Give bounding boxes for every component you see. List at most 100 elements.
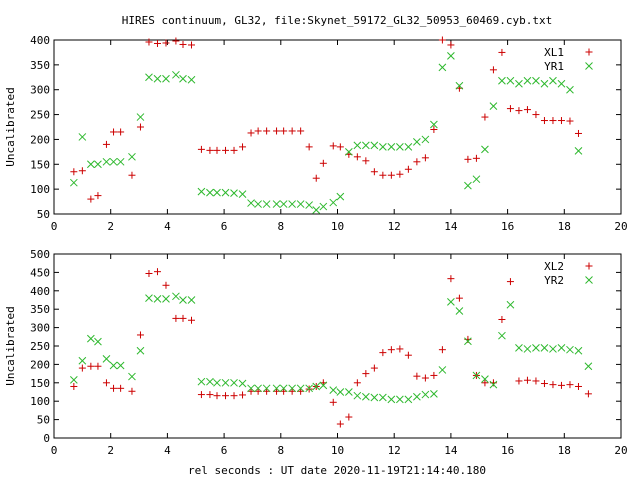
x-tick-label: 14: [444, 444, 458, 457]
data-point: [557, 117, 565, 125]
data-point: [69, 376, 78, 384]
data-point: [404, 395, 413, 404]
data-point-d2: [421, 390, 430, 399]
data-point-d2: [319, 381, 328, 390]
data-point-d2: [279, 200, 288, 208]
data-point: [489, 380, 498, 389]
data-point: [540, 380, 548, 388]
x-tick-label: 18: [558, 444, 571, 457]
data-point: [262, 384, 271, 393]
x-tick-label: 20: [614, 220, 627, 233]
data-point: [421, 390, 430, 399]
y-tick-label: 250: [30, 340, 50, 353]
data-point: [481, 113, 489, 121]
data-point: [70, 382, 78, 390]
data-point: [179, 296, 187, 304]
data-point: [353, 391, 362, 400]
data-point: [109, 361, 118, 370]
data-point: [498, 316, 506, 324]
data-point: [87, 160, 95, 169]
data-point: [288, 384, 296, 393]
data-point: [312, 174, 320, 182]
data-point-d2: [540, 79, 549, 88]
data-point: [102, 379, 110, 387]
data-point: [312, 206, 321, 214]
data-point: [197, 377, 206, 386]
data-point: [540, 79, 549, 88]
data-point: [262, 200, 271, 208]
data-point: [87, 195, 95, 203]
data-point: [272, 200, 281, 208]
bottom-panel: 0 2 4 6 8 10 12 14 16 18 2005010015020025030035040…: [4, 248, 628, 457]
data-point: [305, 385, 313, 393]
data-point: [329, 386, 338, 395]
data-point: [153, 74, 162, 83]
data-point: [523, 345, 532, 353]
data-point: [206, 188, 214, 197]
data-point: [336, 192, 345, 201]
data-point: [145, 294, 153, 303]
data-point: [574, 346, 583, 355]
data-point: [187, 75, 196, 84]
data-point-d2: [481, 145, 489, 154]
data-point: [238, 190, 247, 198]
data-point-d2: [574, 346, 583, 355]
data-point: [69, 178, 78, 187]
x-tick-label: 6: [221, 444, 228, 457]
data-point: [472, 371, 481, 380]
data-point-d2: [136, 113, 145, 121]
data-point: [254, 127, 262, 135]
y-tick-label: 300: [30, 322, 50, 335]
y-tick-label: 100: [30, 395, 50, 408]
data-point: [404, 165, 412, 173]
data-point: [387, 143, 396, 151]
data-point: [557, 381, 565, 389]
data-point-d2: [272, 384, 281, 393]
data-point-d2: [87, 160, 95, 169]
data-point: [549, 76, 557, 85]
data-point: [447, 41, 455, 49]
x-tick-label: 18: [558, 220, 571, 233]
data-point: [430, 120, 438, 129]
data-point: [489, 102, 498, 110]
data-point-d2: [288, 384, 296, 393]
data-point: [396, 345, 404, 353]
data-point: [187, 296, 196, 304]
data-point: [117, 384, 125, 392]
data-point: [296, 200, 305, 208]
data-point: [532, 111, 540, 119]
data-point: [396, 395, 404, 404]
data-point: [197, 145, 205, 153]
data-point: [239, 143, 247, 151]
data-point-d2: [206, 188, 214, 197]
data-point: [379, 143, 387, 151]
data-point: [566, 117, 574, 125]
data-point: [305, 143, 313, 151]
data-point: [329, 398, 337, 406]
data-point-d2: [447, 52, 455, 60]
chart-title: HIRES continuum, GL32, file:Skynet_59172…: [122, 14, 552, 27]
data-point-d2: [489, 380, 498, 389]
data-point-d2: [498, 331, 506, 340]
data-point: [523, 76, 532, 85]
data-point: [288, 200, 296, 208]
data-point-d2: [78, 133, 87, 141]
data-point-d2: [455, 307, 464, 315]
data-point-d2: [172, 70, 180, 79]
series-xl2: [70, 268, 592, 428]
data-point: [254, 384, 262, 393]
data-point-d2: [221, 378, 230, 387]
data-point-d2: [329, 386, 338, 395]
data-point: [464, 155, 472, 163]
data-point-d2: [506, 76, 515, 85]
y-tick-label: 150: [30, 158, 50, 171]
data-point: [336, 388, 345, 396]
data-point: [162, 295, 170, 303]
data-point-d2: [464, 337, 472, 346]
data-point-d2: [179, 296, 187, 304]
data-point-d2: [305, 384, 314, 393]
data-point: [379, 393, 387, 402]
data-point: [489, 66, 497, 74]
legend-label: XL1: [544, 46, 564, 59]
data-point-d2: [438, 366, 447, 374]
